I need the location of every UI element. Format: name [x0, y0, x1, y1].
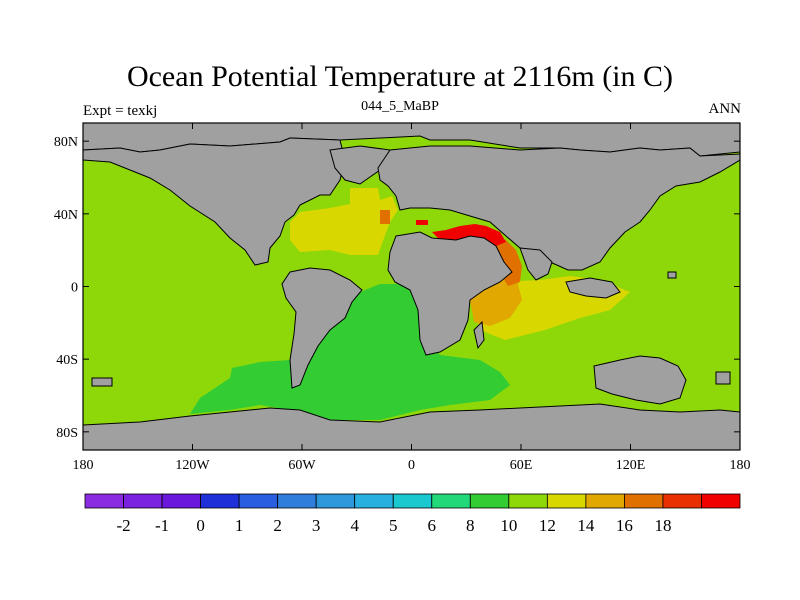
land-south-america: [281, 267, 363, 389]
y-tick-label: 0: [71, 281, 78, 296]
season-label: ANN: [708, 101, 742, 117]
colorbar-label: 3: [312, 516, 321, 535]
colorbar-label: -2: [116, 516, 130, 535]
axis-ticks: 180 120W 60W 0 60E 120E 180 80N 40N 0 40S 80S: [54, 123, 751, 473]
experiment-label: Expt = texkj: [83, 103, 158, 119]
map-field: [83, 123, 740, 450]
colorbar-label: 4: [350, 516, 359, 535]
colorbar-label: 8: [466, 516, 475, 535]
colorbar-swatch: [469, 493, 510, 509]
y-tick-label: 80S: [56, 426, 78, 441]
colorbar: -2 -1 0 1 2 3 4 5 6 8 10 12 14 16 18: [84, 493, 741, 535]
colorbar-label: 18: [654, 516, 671, 535]
colorbar-label: 5: [389, 516, 398, 535]
colorbar-swatch: [123, 493, 163, 509]
colorbar-label: 10: [500, 516, 517, 535]
colorbar-swatch: [431, 493, 471, 509]
colorbar-swatch: [238, 493, 279, 509]
colorbar-swatch: [392, 493, 433, 509]
y-tick-label: 40S: [56, 353, 78, 368]
iberia-warm-region: [380, 210, 390, 224]
colorbar-swatch: [161, 493, 201, 509]
land-island-ne: [667, 271, 677, 279]
x-tick-label: 120W: [175, 458, 210, 473]
y-tick-label: 80N: [54, 135, 78, 150]
x-tick-label: 60E: [510, 458, 533, 473]
colorbar-swatch: [277, 493, 317, 509]
land-masses: [83, 123, 740, 450]
colorbar-label: 16: [616, 516, 633, 535]
land-north-america: [83, 137, 346, 266]
colorbar-label: 1: [235, 516, 244, 535]
land-island-sw: [91, 377, 113, 387]
land-indonesia: [565, 277, 621, 299]
south-atlantic-region: [190, 284, 510, 420]
colorbar-swatch: [508, 493, 548, 509]
colorbar-label: -1: [155, 516, 169, 535]
y-tick-label: 40N: [54, 208, 78, 223]
land-africa: [387, 231, 513, 356]
land-australia: [593, 355, 687, 405]
colorbar-swatch: [585, 493, 625, 509]
colorbar-swatch: [315, 493, 356, 509]
colorbar-label: 2: [273, 516, 282, 535]
land-india: [519, 247, 553, 281]
x-tick-label: 120E: [616, 458, 646, 473]
colorbar-swatch: [200, 493, 240, 509]
x-tick-label: 0: [408, 458, 415, 473]
colorbar-label: 0: [196, 516, 205, 535]
colorbar-swatch: [546, 493, 587, 509]
figure-title: Ocean Potential Temperature at 2116m (in…: [126, 60, 674, 93]
x-tick-label: 180: [730, 458, 751, 473]
colorbar-label: 6: [428, 516, 437, 535]
x-tick-label: 60W: [288, 458, 316, 473]
med-west-region: [416, 220, 428, 225]
colorbar-swatch: [701, 493, 741, 509]
colorbar-swatch: [662, 493, 702, 509]
west-indian-region: [470, 276, 522, 326]
colorbar-label: 14: [577, 516, 595, 535]
mediterranean-region: [432, 224, 506, 246]
land-antarctica: [83, 403, 740, 450]
colorbar-label: 12: [539, 516, 556, 535]
colorbar-swatch: [624, 493, 664, 509]
red-sea-region: [492, 238, 522, 286]
land-eurasia: [377, 145, 740, 271]
land-madagascar: [473, 320, 485, 350]
land-greenland: [329, 145, 391, 185]
colorbar-swatch: [354, 493, 394, 509]
colorbar-swatch: [84, 493, 124, 509]
period-label: 044_5_MaBP: [361, 99, 439, 114]
land-island-nz: [715, 371, 731, 385]
x-tick-label: 180: [73, 458, 94, 473]
north-atlantic-region: [290, 188, 398, 255]
